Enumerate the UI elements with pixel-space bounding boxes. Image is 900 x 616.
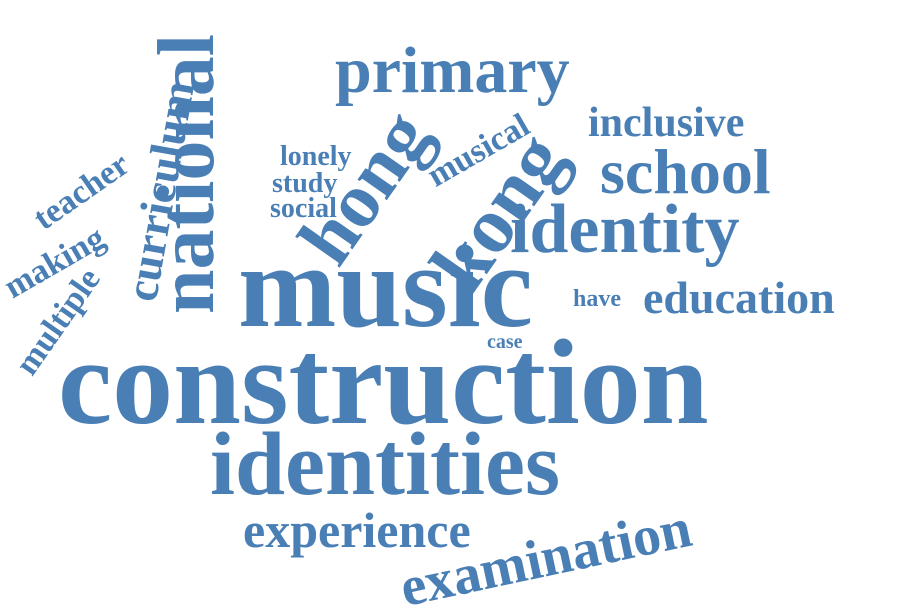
- word-school: school: [600, 136, 771, 207]
- word-primary: primary: [335, 34, 570, 107]
- word-social: social: [270, 193, 337, 224]
- word-education: education: [643, 272, 835, 323]
- word-identities: identities: [210, 415, 560, 514]
- word-construction: construction: [58, 315, 709, 450]
- word-music: music: [238, 221, 533, 352]
- word-experience: experience: [243, 502, 471, 558]
- word-have: have: [573, 286, 621, 312]
- word-case: case: [487, 331, 523, 353]
- word-inclusive: inclusive: [588, 100, 745, 146]
- word-study: study: [272, 168, 338, 199]
- word-lonely: lonely: [280, 141, 352, 172]
- word-identity: identity: [510, 191, 740, 268]
- word-teacher: teacher: [26, 145, 137, 238]
